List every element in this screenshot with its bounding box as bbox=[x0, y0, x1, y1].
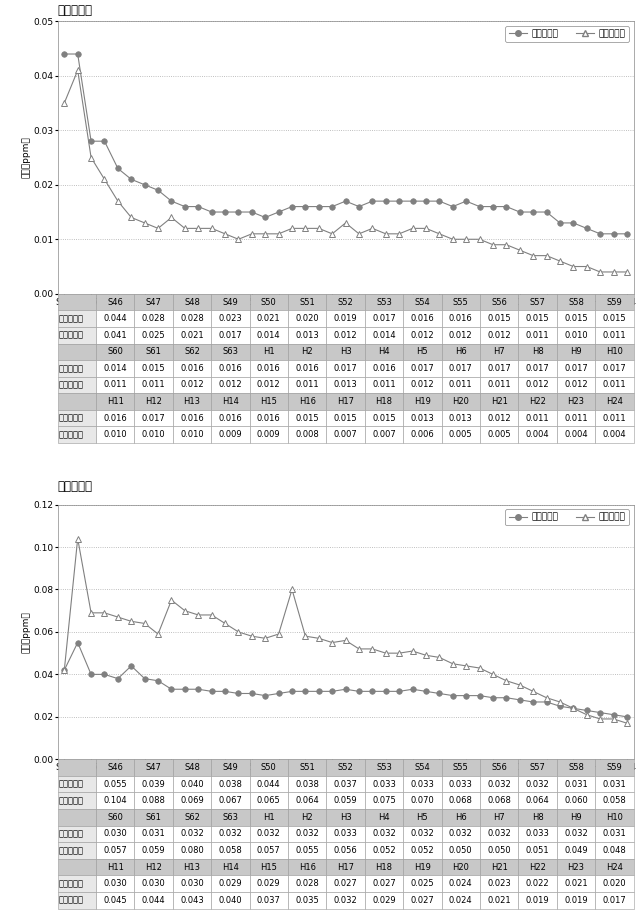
Y-axis label: 濃度（ppm）: 濃度（ppm） bbox=[22, 137, 31, 178]
Legend: 二酸化窒素, 一酸化窒素: 二酸化窒素, 一酸化窒素 bbox=[505, 26, 629, 42]
Text: （自排局）: （自排局） bbox=[58, 479, 93, 493]
Text: （一般局）: （一般局） bbox=[58, 5, 93, 17]
Y-axis label: 濃度（ppm）: 濃度（ppm） bbox=[22, 611, 31, 653]
Legend: 二酸化窒素, 一酸化窒素: 二酸化窒素, 一酸化窒素 bbox=[505, 509, 629, 525]
